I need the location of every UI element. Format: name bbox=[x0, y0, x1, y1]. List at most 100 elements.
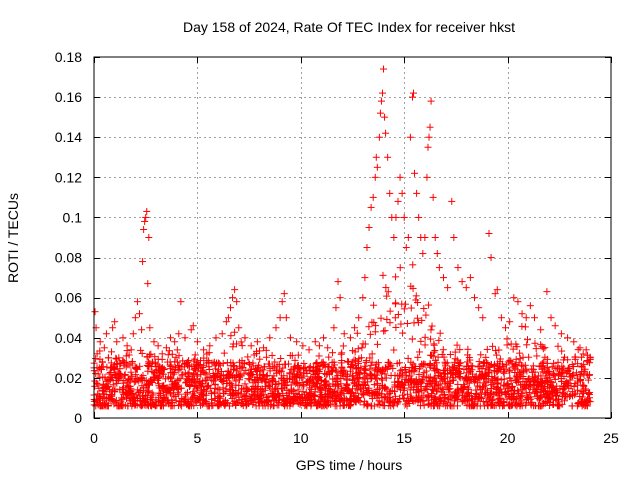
data-point-0-35 bbox=[167, 334, 175, 342]
data-point-band bbox=[171, 358, 179, 366]
data-point-band bbox=[501, 389, 509, 397]
data-point-band bbox=[307, 386, 315, 394]
data-point-0-146 bbox=[522, 314, 530, 322]
data-point-band bbox=[361, 362, 369, 370]
data-point-band bbox=[451, 393, 459, 401]
data-point-band bbox=[449, 363, 457, 371]
data-point-band bbox=[391, 392, 399, 400]
data-point-band bbox=[272, 396, 280, 404]
data-point-band bbox=[402, 369, 410, 377]
data-point-band bbox=[450, 376, 458, 384]
data-point-0-54 bbox=[241, 334, 249, 342]
data-point-band bbox=[121, 371, 129, 379]
data-point-band bbox=[493, 351, 501, 359]
data-point-band bbox=[226, 371, 234, 379]
data-point-band bbox=[193, 386, 201, 394]
data-point-band bbox=[177, 384, 185, 392]
data-point-band bbox=[366, 330, 374, 338]
data-point-0-89 bbox=[375, 133, 383, 141]
data-point-band bbox=[384, 288, 392, 296]
data-point-band bbox=[426, 359, 434, 367]
data-point-band bbox=[569, 371, 577, 379]
data-point-band bbox=[268, 351, 276, 359]
data-point-band bbox=[472, 386, 480, 394]
data-point-0-153 bbox=[557, 330, 565, 338]
data-point-band bbox=[96, 393, 104, 401]
data-point-band bbox=[260, 391, 268, 399]
data-point-band bbox=[361, 374, 369, 382]
data-point-band bbox=[542, 388, 550, 396]
data-point-band bbox=[147, 363, 155, 371]
data-point-band bbox=[427, 326, 435, 334]
data-point-band bbox=[353, 364, 361, 372]
data-point-band bbox=[350, 392, 358, 400]
data-point-0-85 bbox=[369, 193, 377, 201]
data-point-0-154 bbox=[564, 334, 572, 342]
data-point-band bbox=[164, 351, 172, 359]
data-point-band bbox=[303, 393, 311, 401]
data-point-band bbox=[199, 386, 207, 394]
data-point-0-1 bbox=[91, 308, 99, 316]
data-point-band bbox=[287, 365, 295, 373]
data-point-0-138 bbox=[491, 290, 499, 298]
data-point-0-44 bbox=[206, 342, 214, 350]
data-point-0-38 bbox=[177, 298, 185, 306]
data-point-band bbox=[168, 383, 176, 391]
data-point-band bbox=[238, 342, 246, 350]
data-point-band bbox=[276, 392, 284, 400]
data-point-band bbox=[144, 402, 152, 410]
data-point-band bbox=[185, 361, 193, 369]
data-point-0-148 bbox=[530, 314, 538, 322]
data-point-band bbox=[570, 383, 578, 391]
data-point-band bbox=[419, 397, 427, 405]
data-point-band bbox=[149, 373, 157, 381]
data-point-band bbox=[419, 361, 427, 369]
data-point-band bbox=[456, 346, 464, 354]
data-point-0-99 bbox=[390, 234, 398, 241]
data-point-band bbox=[108, 348, 116, 356]
data-point-band bbox=[239, 385, 247, 393]
data-point-0-76 bbox=[340, 330, 348, 338]
data-point-band bbox=[522, 385, 530, 393]
data-point-0-23 bbox=[139, 258, 147, 266]
data-point-0-136 bbox=[485, 229, 493, 237]
data-point-band bbox=[564, 368, 572, 376]
data-point-band bbox=[471, 393, 479, 401]
data-point-band bbox=[151, 360, 159, 368]
data-point-band bbox=[258, 397, 266, 405]
data-point-0-13 bbox=[113, 338, 121, 346]
data-point-0-143 bbox=[510, 294, 518, 302]
data-point-band bbox=[354, 360, 362, 368]
data-point-band bbox=[500, 368, 508, 376]
data-point-band bbox=[477, 389, 485, 397]
data-point-band bbox=[239, 364, 247, 372]
data-point-band bbox=[553, 389, 561, 397]
data-point-band bbox=[360, 366, 368, 374]
data-point-band bbox=[423, 386, 431, 394]
data-point-band bbox=[288, 388, 296, 396]
data-point-band bbox=[220, 349, 228, 357]
data-point-band bbox=[328, 392, 336, 400]
data-point-band bbox=[199, 363, 207, 371]
data-point-band bbox=[503, 335, 511, 343]
data-point-0-152 bbox=[551, 322, 559, 330]
data-point-0-80 bbox=[359, 294, 367, 302]
data-point-band bbox=[269, 377, 277, 385]
data-point-band bbox=[553, 402, 561, 410]
data-point-band bbox=[538, 380, 546, 388]
data-point-0-90 bbox=[376, 109, 384, 117]
data-point-band bbox=[326, 388, 334, 396]
data-point-band bbox=[171, 393, 179, 401]
data-point-band bbox=[175, 352, 183, 360]
data-point-band bbox=[446, 401, 454, 409]
data-point-0-82 bbox=[363, 244, 371, 252]
data-point-band bbox=[138, 392, 146, 400]
data-point-band bbox=[526, 383, 534, 391]
data-point-band bbox=[578, 363, 586, 371]
y-tick-label-0.08: 0.08 bbox=[55, 250, 82, 266]
data-point-0-135 bbox=[479, 314, 487, 322]
data-point-band bbox=[301, 363, 309, 371]
data-point-band bbox=[462, 374, 470, 382]
data-point-0-97 bbox=[386, 189, 394, 197]
data-point-band bbox=[150, 400, 158, 408]
